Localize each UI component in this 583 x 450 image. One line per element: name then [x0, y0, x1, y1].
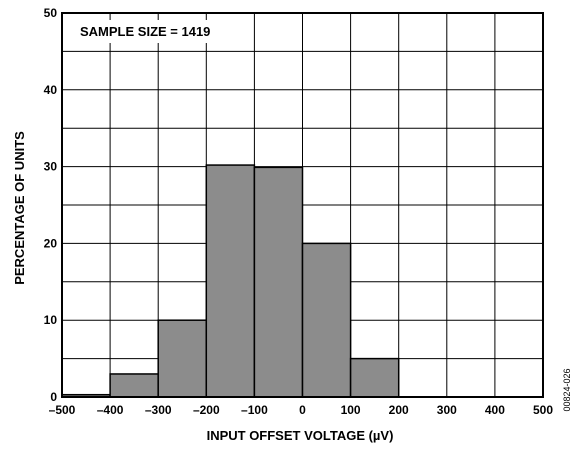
x-tick-label: –300: [145, 403, 172, 417]
figure-id: 00824-026: [562, 368, 572, 411]
x-axis-label: INPUT OFFSET VOLTAGE (µV): [207, 428, 394, 443]
histogram-bar: [157, 319, 208, 398]
x-tick-label: –400: [97, 403, 124, 417]
histogram-bar: [253, 166, 304, 398]
y-axis-label: PERCENTAGE OF UNITS: [12, 131, 27, 285]
histogram-bar: [301, 242, 352, 398]
y-tick-label: 30: [44, 160, 58, 174]
sample-size-annotation: SAMPLE SIZE = 1419: [80, 24, 210, 39]
x-tick-label: 500: [533, 403, 553, 417]
x-tick-label: 400: [485, 403, 505, 417]
x-tick-labels: –500 –400 –300 –200 –100 0 100 200 300 400 500: [49, 403, 554, 417]
x-tick-label: –100: [241, 403, 268, 417]
x-tick-label: –500: [49, 403, 76, 417]
x-tick-label: –200: [193, 403, 220, 417]
y-tick-label: 0: [50, 390, 57, 404]
x-tick-label: 200: [389, 403, 409, 417]
y-tick-label: 50: [44, 6, 58, 20]
x-tick-label: 300: [437, 403, 457, 417]
y-tick-label: 10: [44, 313, 58, 327]
plot-frame: [61, 12, 544, 398]
x-tick-label: 100: [341, 403, 361, 417]
annotation-background: [74, 20, 217, 43]
histogram-bar: [205, 164, 256, 398]
histogram-bar: [349, 357, 400, 398]
histogram-bars: [61, 164, 400, 398]
histogram-bar: [109, 373, 159, 398]
y-tick-label: 40: [44, 83, 58, 97]
x-tick-label: 0: [299, 403, 306, 417]
y-tick-label: 20: [44, 236, 58, 250]
y-tick-labels: 0 10 20 30 40 50: [44, 6, 58, 404]
